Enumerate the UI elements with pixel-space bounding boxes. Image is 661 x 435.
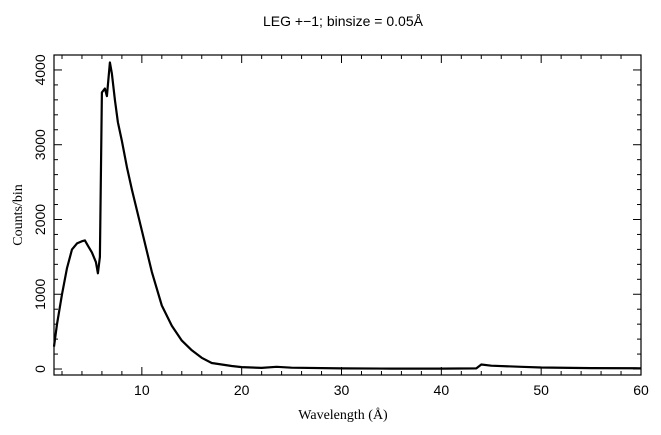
y-tick-label: 2000	[32, 204, 48, 235]
plot-frame	[53, 54, 642, 376]
x-tick-label: 10	[134, 382, 150, 398]
y-axis-label: Counts/bin	[11, 184, 26, 245]
series-layer	[52, 61, 642, 370]
x-tick-label: 60	[633, 382, 649, 398]
y-axis: 0 1000 2000 3000 4000	[32, 54, 641, 373]
y-tick-label: 4000	[32, 54, 48, 85]
x-tick-label: 40	[434, 382, 450, 398]
x-tick-label: 30	[334, 382, 350, 398]
series-line	[52, 61, 642, 370]
x-tick-label: 20	[234, 382, 250, 398]
y-tick-label: 1000	[32, 278, 48, 309]
x-axis-label: Wavelength (Å)	[298, 407, 388, 423]
y-tick-label: 3000	[32, 129, 48, 160]
x-axis: 10 20 30 40 50 60	[61, 55, 649, 398]
chart-title: LEG +−1; binsize = 0.05Å	[263, 13, 424, 29]
x-tick-label: 50	[533, 382, 549, 398]
y-tick-label: 0	[32, 365, 48, 373]
